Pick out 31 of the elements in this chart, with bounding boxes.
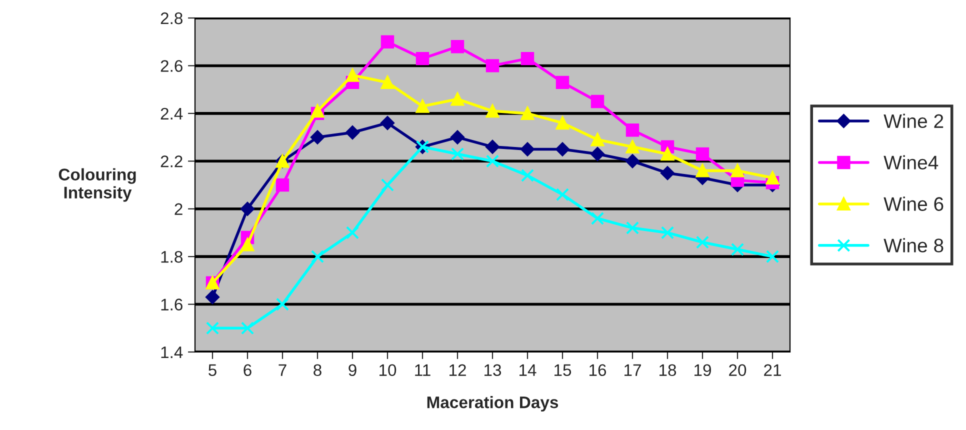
- x-tick-label: 18: [660, 364, 676, 376]
- x-tick-label: 21: [764, 364, 781, 376]
- x-tick-label: 13: [484, 364, 502, 376]
- x-tick-label: 5: [208, 364, 216, 376]
- x-tick-label: 12: [450, 364, 466, 376]
- y-tick-label: 1.4: [161, 346, 183, 358]
- legend-label: Wine 2: [884, 114, 944, 128]
- y-tick-label: 2.6: [160, 60, 182, 72]
- x-tick-label: 17: [624, 364, 641, 376]
- x-tick-label: 6: [244, 364, 252, 376]
- y-tick-label: 2.2: [160, 156, 182, 168]
- legend-label: Wine4: [884, 155, 938, 170]
- y-axis-title: Colouring Intensity: [58, 168, 136, 202]
- y-tick-label: 2.4: [160, 108, 183, 120]
- x-tick-label: 10: [380, 364, 396, 376]
- x-tick-label: 14: [520, 364, 536, 376]
- x-tick-label: 7: [278, 364, 286, 376]
- x-tick-label: 15: [554, 364, 572, 376]
- x-tick-label: 19: [694, 364, 711, 376]
- y-tick-label: 1.8: [161, 250, 182, 263]
- y-tick-label: 2: [174, 203, 182, 215]
- x-tick-label: 11: [415, 364, 430, 376]
- legend-label: Wine 8: [884, 238, 944, 252]
- x-axis-title: Maceration Days: [427, 396, 558, 412]
- x-tick-label: 20: [729, 364, 746, 376]
- y-tick-label: 1.6: [161, 298, 182, 310]
- legend-label: Wine 6: [884, 196, 944, 211]
- y-tick-label: 2.8: [160, 12, 182, 24]
- x-tick-label: 8: [314, 364, 322, 376]
- x-tick-label: 9: [348, 364, 356, 376]
- x-tick-label: 16: [590, 364, 606, 376]
